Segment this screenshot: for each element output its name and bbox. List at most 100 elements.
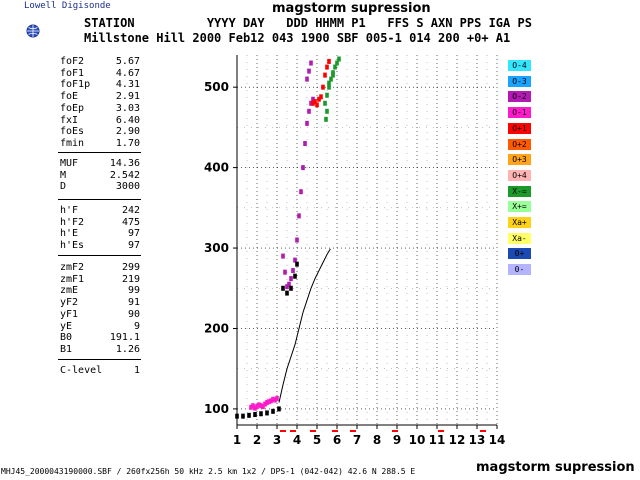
- param-value: 90: [127, 308, 140, 320]
- data-point: [241, 413, 245, 419]
- data-point: [321, 84, 325, 90]
- data-point: [293, 257, 297, 263]
- data-point: [309, 100, 313, 106]
- data-point: [257, 402, 261, 408]
- divider: [58, 359, 141, 360]
- param-label: MUF: [60, 158, 79, 169]
- param-hes: h'Es 97: [60, 240, 140, 252]
- param-label: zmF2: [60, 262, 85, 273]
- data-point: [281, 253, 285, 259]
- data-point: [289, 285, 293, 291]
- legend-item: O+2: [508, 138, 531, 150]
- divider: [58, 255, 141, 256]
- data-point: [271, 396, 275, 402]
- param-label: h'E: [60, 228, 79, 240]
- param-m: M 2.542: [60, 170, 140, 182]
- data-point: [271, 408, 275, 414]
- param-clevel: C-level 1: [60, 365, 140, 377]
- legend-item: X-=: [508, 185, 531, 197]
- data-point: [311, 96, 315, 102]
- freq-marker: [392, 430, 398, 432]
- data-point: [325, 108, 329, 114]
- param-value: 4.67: [115, 67, 140, 79]
- param-label: foEs: [60, 126, 85, 138]
- legend-item: O-1: [508, 107, 531, 119]
- param-label: yF1: [60, 308, 79, 320]
- data-point: [255, 404, 259, 409]
- param-d: D 3000: [60, 181, 140, 193]
- logo-text: Lowell Digisonde: [24, 1, 111, 11]
- data-point: [251, 403, 255, 409]
- param-value: 242: [121, 205, 140, 216]
- data-point: [324, 116, 328, 122]
- footer-info: MHJ45_2000043190000.SBF / 260fx256h 50 k…: [1, 467, 416, 476]
- param-value: 5.67: [115, 56, 140, 67]
- x-tick-label: 14: [489, 433, 506, 447]
- data-point: [295, 237, 299, 243]
- data-point: [337, 56, 341, 62]
- param-label: D: [60, 181, 67, 193]
- freq-marker: [332, 430, 338, 432]
- param-label: h'F: [60, 205, 79, 216]
- param-label: M: [60, 169, 67, 181]
- x-tick-label: 9: [393, 433, 401, 447]
- param-hf: h'F 242: [60, 205, 140, 217]
- data-point: [293, 273, 297, 279]
- param-label: h'F2: [60, 216, 85, 228]
- legend-item: 0+: [508, 248, 531, 260]
- param-label: yF2: [60, 297, 79, 309]
- data-point: [259, 411, 263, 417]
- footer-title: magstorm supression: [476, 460, 635, 475]
- param-label: foEp: [60, 102, 85, 114]
- legend-item: Xa+: [508, 217, 531, 228]
- data-point: [249, 404, 253, 410]
- data-point: [303, 140, 307, 146]
- freq-marker: [480, 430, 486, 432]
- param-label: B1: [60, 343, 73, 355]
- data-point: [289, 276, 293, 282]
- y-tick-label: 500: [204, 80, 229, 94]
- param-fmin: fmin 1.70: [60, 138, 140, 150]
- data-point: [287, 281, 291, 287]
- param-yf1: yF1 90: [60, 309, 140, 321]
- param-value: 1.70: [115, 137, 140, 149]
- legend-item: O-2: [508, 91, 531, 103]
- data-point: [335, 60, 339, 66]
- param-value: 14.36: [109, 158, 140, 169]
- param-label: fxI: [60, 114, 79, 126]
- data-point: [263, 401, 267, 407]
- legend-item: O+3: [508, 154, 531, 166]
- freq-marker: [350, 430, 356, 432]
- param-foe: foE 2.91: [60, 91, 140, 103]
- data-point: [311, 100, 315, 106]
- data-point: [301, 165, 305, 171]
- data-point: [297, 213, 301, 219]
- x-tick-label: 7: [353, 433, 361, 447]
- data-point: [265, 410, 269, 416]
- data-point: [283, 269, 287, 275]
- y-tick-label: 100: [204, 402, 229, 416]
- data-point: [319, 94, 323, 100]
- legend-item: O+1: [508, 122, 531, 134]
- x-tick-label: 10: [409, 433, 426, 447]
- x-tick-label: 3: [273, 433, 281, 447]
- data-point: [317, 96, 321, 102]
- data-point: [285, 284, 289, 290]
- param-value: 9: [133, 320, 140, 332]
- y-tick-label: 200: [204, 321, 229, 335]
- freq-marker: [438, 430, 444, 432]
- data-point: [281, 285, 285, 291]
- data-point: [299, 189, 303, 195]
- data-point: [309, 60, 313, 66]
- data-point: [253, 412, 257, 418]
- param-value: 3000: [115, 181, 140, 193]
- param-yf2: yF2 91: [60, 297, 140, 309]
- chart-title: magstorm supression: [272, 1, 431, 16]
- data-point: [327, 84, 331, 90]
- param-ye: yE 9: [60, 321, 140, 333]
- legend-item: Xa-: [508, 232, 531, 244]
- param-value: 91: [127, 297, 140, 309]
- param-he: h'E 97: [60, 228, 140, 240]
- x-tick-label: 13: [469, 433, 486, 447]
